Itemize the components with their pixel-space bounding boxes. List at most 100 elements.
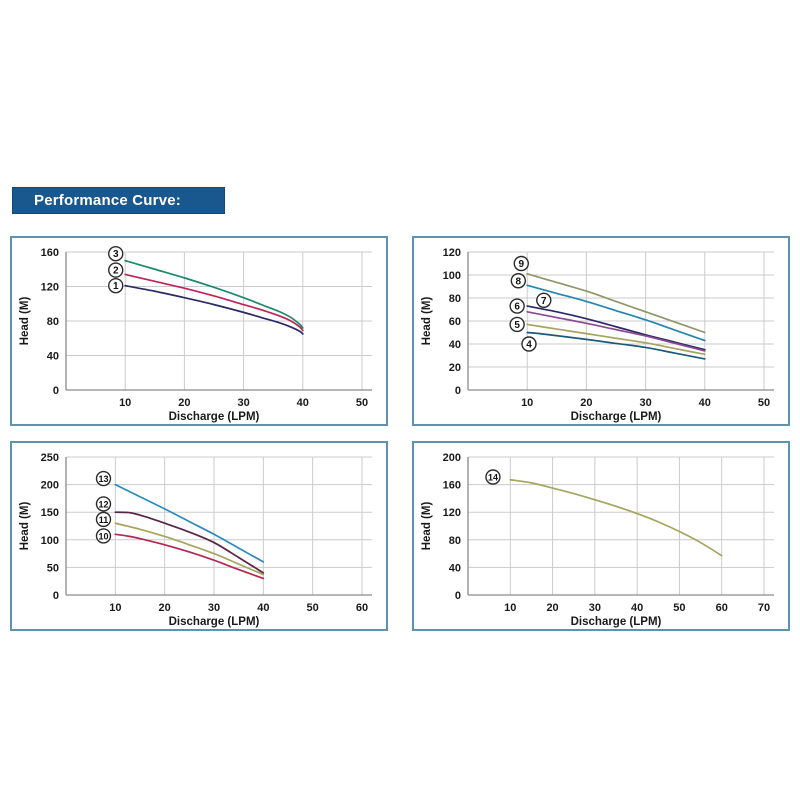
y-tick-label: 40: [449, 562, 461, 574]
curve-badge-number: 4: [526, 340, 532, 351]
curve-badge-circle: [509, 316, 525, 333]
curve-badge-11: 11: [95, 511, 112, 528]
x-tick-label: 70: [758, 602, 770, 614]
y-tick-label: 0: [53, 385, 59, 397]
y-tick-label: 200: [41, 480, 59, 492]
curve-badge-circle: [510, 273, 527, 289]
x-tick-label: 60: [716, 602, 728, 614]
chart-panel-top-left: 0 40 80 120 160 10 20 30 40 50 Discharge (LPM) Head…: [10, 236, 388, 426]
x-tick-label: 20: [546, 602, 558, 614]
x-tick-label: 10: [521, 397, 533, 409]
curve-badge-5: 5: [509, 316, 525, 333]
y-tick-label: 80: [449, 535, 461, 547]
y-tick-label: 20: [449, 362, 461, 374]
curve-badge-number: 6: [514, 302, 520, 313]
chart-panel-bottom-right: 0 40 80 120 160 200 10 20 30 40 50 60 70 Discharge (L…: [412, 441, 790, 631]
curve-badge-9: 9: [513, 255, 529, 272]
curve-badge-number: 8: [516, 276, 522, 287]
curve-badge-number: 3: [113, 249, 119, 260]
curve-badge-circle: [485, 469, 501, 485]
curve-4: [526, 331, 706, 360]
y-tick-label: 100: [443, 270, 461, 282]
y-tick-label: 0: [53, 590, 59, 602]
x-tick-label: 20: [159, 602, 171, 614]
x-tick-label: 10: [109, 602, 121, 614]
x-tick-label: 40: [699, 397, 711, 409]
curve-badge-number: 11: [99, 515, 109, 525]
y-tick-label: 0: [455, 590, 461, 602]
x-tick-label: 20: [580, 397, 592, 409]
y-tick-label: 160: [41, 247, 59, 259]
x-tick-label: 50: [758, 397, 770, 409]
y-tick-label: 120: [443, 507, 461, 519]
curve-badge-2: 2: [108, 262, 124, 278]
x-tick-label: 50: [356, 397, 368, 409]
x-tick-label: 10: [119, 397, 131, 409]
curve-badge-circle: [509, 298, 525, 314]
curve-8: [526, 284, 706, 342]
y-axis-title: Head (M): [421, 297, 433, 346]
curve-3: [124, 259, 304, 329]
y-tick-label: 160: [443, 480, 461, 492]
curve-badge-circle: [95, 496, 112, 512]
curve-badge-8: 8: [510, 273, 527, 289]
curve-badge-circle: [95, 470, 112, 487]
curve-badge-number: 2: [113, 266, 119, 277]
y-axis-title: Head (M): [19, 297, 31, 346]
curve-14: [509, 478, 723, 557]
curve-badge-circle: [521, 336, 537, 352]
x-tick-label: 40: [297, 397, 309, 409]
y-tick-label: 120: [41, 282, 59, 294]
curve-badge-circle: [95, 528, 112, 544]
y-tick-label: 120: [443, 247, 461, 259]
curve-badge-number: 7: [541, 296, 547, 307]
y-tick-label: 60: [449, 316, 461, 328]
curve-badge-number: 5: [514, 320, 520, 331]
x-axis-title: Discharge (LPM): [169, 616, 260, 628]
curve-badge-number: 13: [98, 474, 108, 484]
curve-badge-number: 12: [98, 499, 108, 509]
x-axis-title: Discharge (LPM): [571, 411, 662, 423]
curve-badge-circle: [536, 292, 552, 308]
y-tick-label: 250: [41, 452, 59, 464]
y-tick-label: 200: [443, 452, 461, 464]
x-axis-title: Discharge (LPM): [169, 411, 260, 423]
performance-chart-curves-4-9: 0 20 40 60 80 100 120 10 20 30 40 50 Discharge (LPM)…: [421, 247, 774, 423]
section-header: Performance Curve:: [12, 187, 225, 214]
y-tick-label: 80: [449, 293, 461, 305]
x-tick-label: 20: [178, 397, 190, 409]
performance-chart-curves-10-13: 0 50 100 150 200 250 10 20 30 40 50 60 Discharge (LP…: [19, 452, 372, 628]
x-tick-label: 30: [589, 602, 601, 614]
x-tick-label: 30: [237, 397, 249, 409]
curve-badge-circle: [108, 277, 124, 294]
curve-badge-1: 1: [108, 277, 124, 294]
curve-13: [114, 483, 265, 563]
y-tick-label: 0: [455, 385, 461, 397]
curve-badge-7: 7: [536, 292, 552, 308]
curve-11: [114, 522, 265, 576]
y-axis-title: Head (M): [19, 502, 31, 551]
curve-badge-14: 14: [485, 469, 501, 485]
x-tick-label: 50: [673, 602, 685, 614]
curve-badge-4: 4: [521, 336, 537, 352]
y-tick-label: 40: [449, 339, 461, 351]
x-tick-label: 30: [208, 602, 220, 614]
curve-badge-10: 10: [95, 528, 112, 544]
curve-12: [114, 511, 265, 574]
curve-badge-circle: [95, 511, 112, 528]
curve-badge-13: 13: [95, 470, 112, 487]
curve-5: [526, 323, 706, 356]
curve-2: [124, 273, 304, 332]
curve-badge-6: 6: [509, 298, 525, 314]
curve-badge-circle: [108, 262, 124, 278]
x-tick-label: 40: [257, 602, 269, 614]
curve-7: [526, 305, 706, 351]
x-tick-label: 10: [504, 602, 516, 614]
x-tick-label: 30: [639, 397, 651, 409]
curve-badge-12: 12: [95, 496, 112, 512]
y-tick-label: 40: [47, 351, 59, 363]
curve-badge-number: 10: [98, 531, 108, 541]
curve-6: [526, 310, 706, 352]
x-tick-label: 50: [307, 602, 319, 614]
curve-badge-circle: [513, 255, 529, 272]
